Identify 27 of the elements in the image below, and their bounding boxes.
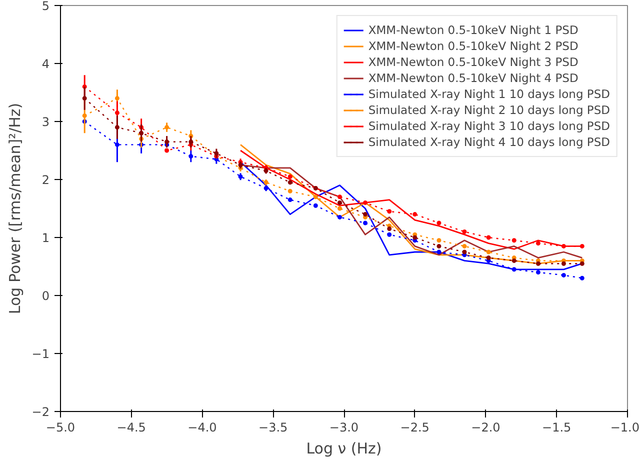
legend-label: Simulated X-ray Night 4 10 days long PSD <box>368 134 610 150</box>
legend-label: Simulated X-ray Night 1 10 days long PSD <box>368 86 610 102</box>
legend-label: XMM-Newton 0.5-10keV Night 2 PSD <box>368 38 578 54</box>
x-tick-label: −3.0 <box>329 420 359 434</box>
y-tick-label: −1 <box>32 347 50 361</box>
legend-label: Simulated X-ray Night 3 10 days long PSD <box>368 118 610 134</box>
legend-label: Simulated X-ray Night 2 10 days long PSD <box>368 102 610 118</box>
y-axis-title: Log Power ([rms/mean]²/Hz) <box>6 102 24 314</box>
y-tick-label: 4 <box>42 57 50 71</box>
y-tick-label: 5 <box>42 0 50 13</box>
x-tick-label: −5.0 <box>46 420 76 434</box>
x-tick-label: −4.5 <box>116 420 146 434</box>
y-tick-label: 1 <box>42 231 50 245</box>
y-tick-label: 2 <box>42 173 50 187</box>
x-axis-title: Log ν (Hz) <box>306 440 382 458</box>
legend-label: XMM-Newton 0.5-10keV Night 1 PSD <box>368 22 578 38</box>
x-tick-label: −2.0 <box>471 420 500 434</box>
y-tick-label: −2 <box>32 405 50 419</box>
y-tick-label: 3 <box>42 115 50 129</box>
x-tick-label: −1.5 <box>542 420 572 434</box>
x-tick-label: −2.5 <box>400 420 430 434</box>
y-tick-label: 0 <box>42 289 50 303</box>
legend-label: XMM-Newton 0.5-10keV Night 4 PSD <box>368 70 578 86</box>
legend-label: XMM-Newton 0.5-10keV Night 3 PSD <box>368 54 578 70</box>
x-tick-label: −3.5 <box>258 420 288 434</box>
x-tick-label: −1.0 <box>610 420 639 434</box>
x-tick-label: −4.0 <box>188 420 217 434</box>
